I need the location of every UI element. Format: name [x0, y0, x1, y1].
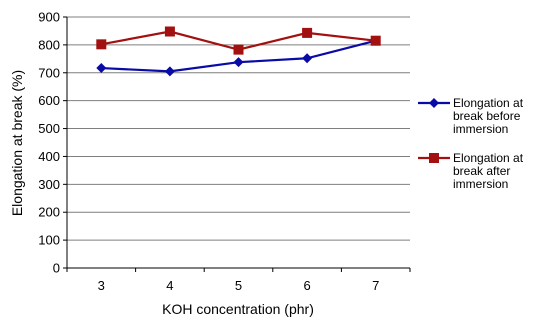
- y-tick-label: 400: [38, 149, 60, 164]
- legend-label: Elongation at: [453, 96, 524, 110]
- legend-label: immersion: [453, 177, 508, 191]
- square-point: [370, 35, 381, 46]
- y-tick-label: 700: [38, 65, 60, 80]
- series-1: [96, 35, 381, 77]
- y-tick-labels: 0 100 200 300 400 500 600 700 800 900: [38, 10, 60, 276]
- legend-label: break before: [453, 109, 521, 123]
- diamond-point: [164, 66, 175, 77]
- x-tick-labels: 3 4 5 6 7: [98, 278, 380, 293]
- x-tick-label: 3: [98, 278, 105, 293]
- y-axis-label: Elongation at break (%): [9, 70, 25, 216]
- y-tick-label: 0: [53, 261, 60, 276]
- legend-label: break after: [453, 164, 510, 178]
- axes: [63, 16, 411, 272]
- gridlines: [67, 16, 410, 241]
- y-tick-label: 500: [38, 121, 60, 136]
- legend-label: Elongation at: [453, 151, 524, 165]
- y-tick-label: 200: [38, 205, 60, 220]
- y-tick-label: 900: [38, 10, 60, 25]
- y-tick-label: 600: [38, 93, 60, 108]
- legend-marker: [429, 153, 439, 163]
- x-tick-label: 5: [235, 278, 242, 293]
- square-point: [164, 26, 175, 37]
- series-lines: [96, 26, 381, 77]
- y-tick-label: 800: [38, 37, 60, 52]
- series-2: [96, 26, 381, 55]
- diamond-point: [302, 53, 313, 64]
- square-point: [302, 27, 313, 38]
- diamond-point: [233, 57, 244, 68]
- y-tick-label: 300: [38, 177, 60, 192]
- square-point: [233, 44, 244, 55]
- y-tick-label: 100: [38, 233, 60, 248]
- legend-marker: [429, 98, 439, 108]
- x-tick-label: 4: [166, 278, 173, 293]
- x-axis-label: KOH concentration (phr): [162, 301, 314, 317]
- diamond-point: [96, 63, 107, 74]
- x-tick-label: 6: [303, 278, 310, 293]
- legend-label: immersion: [453, 122, 508, 136]
- square-point: [96, 39, 107, 50]
- x-tick-label: 7: [372, 278, 379, 293]
